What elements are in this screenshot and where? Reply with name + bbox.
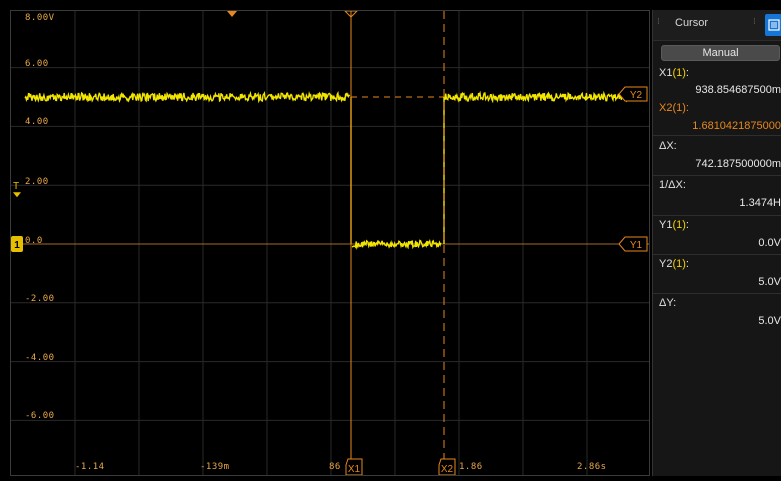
time-label-3: 86 [329, 462, 341, 472]
x1-top-marker[interactable] [344, 11, 358, 18]
divider [653, 135, 781, 136]
cursor-panel: ⁞ Cursor ⁞ Manual X1(1): 938.854687500m … [652, 10, 781, 476]
delta-x-value: 742.187500000m [695, 158, 781, 170]
volt-label-8: 8.00V [25, 13, 55, 23]
channel-1-badge[interactable] [11, 236, 23, 252]
y1-label: Y1(1): [659, 219, 689, 231]
x1-label: X1(1): [659, 67, 689, 79]
trace-high-left [24, 90, 351, 104]
trace-low-segment [351, 238, 442, 251]
y2-cursor-tab-label: Y2 [630, 90, 643, 101]
x1-cursor-tab[interactable] [345, 458, 363, 475]
volt-label-0: 0.0 [25, 236, 43, 246]
list-panel-icon[interactable] [765, 14, 781, 36]
y2-cursor-tab[interactable] [618, 86, 648, 102]
waveform-display[interactable]: X1 X2 Y2 Y1 T 1 8.00V 6.00 4.00 2.00 0.0 -2.0… [10, 10, 650, 476]
y2-label: Y2(1): [659, 258, 689, 270]
inverse-delta-x-label: 1/ΔX: [659, 179, 686, 191]
divider [653, 215, 781, 216]
y1-cursor-tab-label: Y1 [630, 240, 643, 251]
divider [653, 254, 781, 255]
y2-value[interactable]: 5.0V [758, 276, 781, 288]
x2-cursor-tab-label: X2 [441, 464, 454, 475]
volt-label-6: 6.00 [25, 59, 49, 69]
volt-label-neg4: -4.00 [25, 353, 55, 363]
grip-dots-icon[interactable]: ⁞ [657, 17, 660, 27]
x2-label: X2(1): [659, 102, 689, 114]
trigger-level-marker[interactable]: T [13, 181, 19, 192]
time-label-4: 1.86 [459, 462, 483, 472]
x1-cursor-tab-label: X1 [348, 464, 361, 475]
x1-value[interactable]: 938.854687500m [695, 84, 781, 96]
time-label-1: -1.14 [75, 462, 105, 472]
volt-label-4: 4.00 [25, 117, 49, 127]
x2-value[interactable]: 1.6810421875000 [692, 120, 781, 132]
y1-value[interactable]: 0.0V [758, 237, 781, 249]
volt-label-2: 2.00 [25, 177, 49, 187]
delta-y-value: 5.0V [758, 315, 781, 327]
panel-title: Cursor [675, 17, 709, 29]
delta-x-label: ΔX: [659, 140, 677, 152]
cursor-mode-button[interactable]: Manual [661, 45, 780, 61]
trigger-position-marker[interactable] [227, 11, 237, 17]
panel-header: ⁞ Cursor ⁞ [653, 10, 781, 41]
waveform-graph: X1 X2 Y2 Y1 T 1 [11, 11, 649, 475]
volt-label-neg6: -6.00 [25, 411, 55, 421]
time-label-5: 2.86s [577, 462, 607, 472]
x2-cursor-tab[interactable] [438, 458, 456, 475]
trace-high-right [444, 90, 644, 104]
delta-y-label: ΔY: [659, 297, 677, 309]
inverse-delta-x-value: 1.3474H [739, 197, 781, 209]
grip-dots-icon[interactable]: ⁞ [753, 17, 756, 27]
divider [653, 175, 781, 176]
divider [653, 293, 781, 294]
channel-1-badge-label: 1 [14, 240, 20, 251]
volt-label-neg2: -2.00 [25, 294, 55, 304]
y1-cursor-tab[interactable] [618, 236, 648, 252]
trigger-arrow-icon [13, 192, 21, 198]
time-label-2: -139m [200, 462, 230, 472]
